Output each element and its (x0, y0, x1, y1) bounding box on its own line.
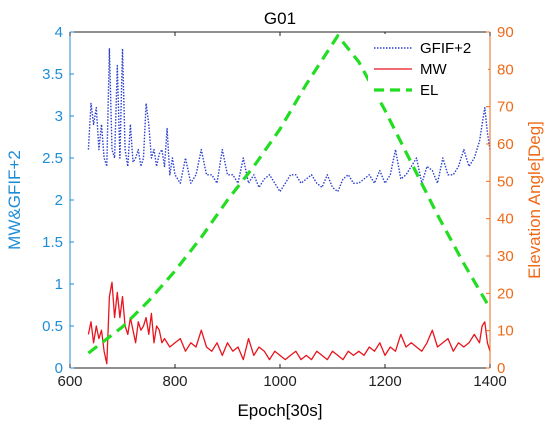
y-right-tick-label: 50 (497, 173, 514, 190)
y-right-tick-label: 10 (497, 323, 514, 340)
y-left-tick-label: 0.5 (42, 318, 63, 335)
series-line-mw (87, 281, 491, 365)
y-left-tick-label: 2.5 (42, 150, 63, 167)
y-left-tick-label: 3 (55, 108, 63, 125)
x-tick-label: 800 (162, 373, 187, 390)
y-right-tick-label: 70 (497, 99, 514, 116)
y-left-tick-label: 0 (55, 360, 63, 377)
y-axis-right-label: Elevation Angle[Deg] (525, 121, 544, 279)
x-tick-label: 1400 (473, 373, 506, 390)
y-right-tick-label: 30 (497, 248, 514, 265)
x-axis-label: Epoch[30s] (237, 401, 322, 420)
x-tick-label: 600 (57, 373, 82, 390)
y-left-tick-label: 1.5 (42, 234, 63, 251)
chart-title: G01 (264, 9, 296, 28)
y-left-tick-label: 3.5 (42, 66, 63, 83)
y-left-tick-label: 2 (55, 192, 63, 209)
legend-label: MW (420, 61, 447, 78)
legend: GFIF+2 MW EL (368, 34, 488, 100)
y-left-tick-label: 1 (55, 276, 63, 293)
legend-label: EL (420, 82, 438, 99)
y-right-tick-label: 90 (497, 24, 514, 41)
y-right-tick-label: 80 (497, 61, 514, 78)
y-right-tick-label: 60 (497, 136, 514, 153)
legend-label: GFIF+2 (420, 40, 471, 57)
legend-box (368, 34, 488, 100)
y-right-tick-label: 40 (497, 211, 514, 228)
x-tick-label: 1000 (263, 373, 296, 390)
y-left-tick-label: 4 (55, 24, 63, 41)
x-tick-label: 1200 (368, 373, 401, 390)
series-line-el (87, 34, 492, 355)
y-axis-left-label: MW&GFIF+2 (5, 150, 24, 250)
y-right-tick-label: 20 (497, 285, 514, 302)
y-right-tick-label: 0 (497, 360, 505, 377)
